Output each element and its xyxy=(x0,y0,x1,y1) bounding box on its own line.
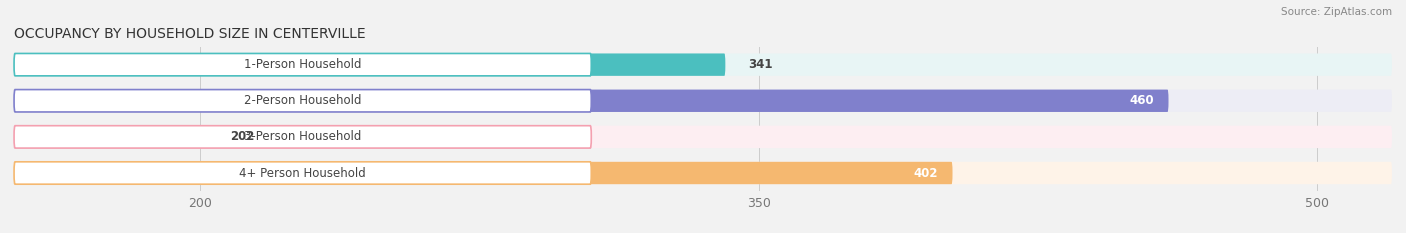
FancyBboxPatch shape xyxy=(14,53,592,76)
Text: 460: 460 xyxy=(1129,94,1153,107)
Text: 2-Person Household: 2-Person Household xyxy=(243,94,361,107)
FancyBboxPatch shape xyxy=(14,126,592,148)
Text: 1-Person Household: 1-Person Household xyxy=(243,58,361,71)
FancyBboxPatch shape xyxy=(14,53,725,76)
FancyBboxPatch shape xyxy=(14,126,1392,148)
Text: 202: 202 xyxy=(231,130,254,143)
FancyBboxPatch shape xyxy=(14,89,1168,112)
FancyBboxPatch shape xyxy=(14,89,1392,112)
Text: Source: ZipAtlas.com: Source: ZipAtlas.com xyxy=(1281,7,1392,17)
Text: 402: 402 xyxy=(912,167,938,179)
FancyBboxPatch shape xyxy=(14,89,592,112)
Text: 341: 341 xyxy=(748,58,772,71)
FancyBboxPatch shape xyxy=(14,53,1392,76)
FancyBboxPatch shape xyxy=(14,162,592,184)
FancyBboxPatch shape xyxy=(14,126,208,148)
Text: 3-Person Household: 3-Person Household xyxy=(245,130,361,143)
FancyBboxPatch shape xyxy=(14,162,952,184)
FancyBboxPatch shape xyxy=(14,162,1392,184)
Text: 4+ Person Household: 4+ Person Household xyxy=(239,167,366,179)
Text: OCCUPANCY BY HOUSEHOLD SIZE IN CENTERVILLE: OCCUPANCY BY HOUSEHOLD SIZE IN CENTERVIL… xyxy=(14,27,366,41)
